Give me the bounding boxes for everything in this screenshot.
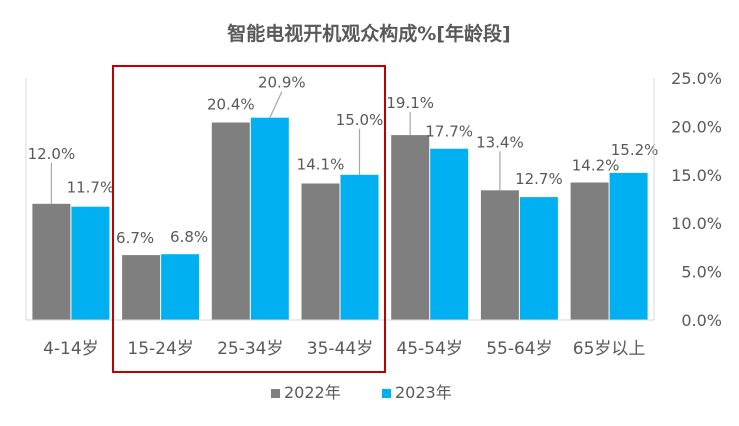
- data-label: 13.4%: [476, 133, 524, 151]
- data-label: 6.8%: [170, 228, 208, 246]
- bar-2022年-35-44岁: [301, 183, 340, 320]
- data-label: 20.9%: [258, 74, 306, 92]
- bar-2022年-15-24岁: [122, 255, 161, 320]
- data-label: 15.0%: [336, 111, 384, 129]
- x-tick-label: 35-44岁: [307, 339, 373, 359]
- bar-2022年-55-64岁: [480, 190, 519, 320]
- data-label: 12.0%: [28, 145, 76, 163]
- legend-swatch-2022: [271, 389, 280, 398]
- bar-2023年-55-64岁: [519, 197, 558, 320]
- bar-2023年-25-34岁: [250, 117, 289, 320]
- y-tick-label: 15.0%: [671, 166, 722, 185]
- bar-2023年-15-24岁: [161, 254, 200, 320]
- data-label: 11.7%: [67, 179, 115, 197]
- bar-2023年-65岁以上: [609, 172, 648, 320]
- x-tick-label: 15-24岁: [127, 339, 193, 359]
- data-label: 20.4%: [207, 96, 255, 114]
- data-label: 17.7%: [425, 123, 473, 141]
- legend-label-2022: 2022年: [284, 383, 341, 402]
- legend: 2022年 2023年: [271, 383, 452, 402]
- data-label: 19.1%: [386, 94, 434, 112]
- bar-2023年-35-44岁: [340, 174, 379, 320]
- legend-swatch-2023: [382, 389, 391, 398]
- data-label: 14.1%: [297, 156, 345, 174]
- bars-layer: [32, 117, 648, 320]
- x-axis-ticks: 4-14岁 15-24岁 25-34岁 35-44岁 45-54岁 55-64岁 65岁以上: [43, 339, 645, 359]
- chart-title: 智能电视开机观众构成%[年龄段]: [227, 22, 510, 45]
- y-tick-label: 10.0%: [671, 214, 722, 233]
- bar-2022年-65岁以上: [570, 182, 609, 320]
- highlight-box: [112, 65, 386, 373]
- x-tick-label: 65岁以上: [573, 339, 646, 359]
- y-tick-label: 25.0%: [671, 69, 722, 88]
- bar-2023年-4-14岁: [71, 206, 110, 320]
- x-tick-label: 4-14岁: [43, 339, 99, 359]
- leader-lines: [50, 91, 501, 204]
- legend-label-2023: 2023年: [395, 383, 452, 402]
- data-label: 14.2%: [572, 157, 620, 175]
- data-label: 12.7%: [515, 170, 563, 188]
- y-tick-label: 5.0%: [681, 263, 722, 282]
- bar-2022年-45-54岁: [391, 135, 430, 320]
- y-tick-label: 20.0%: [671, 117, 722, 136]
- data-labels: 12.0% 6.7% 20.4% 14.1% 19.1% 13.4% 14.2% 11.7% 6…: [28, 74, 659, 247]
- data-label: 6.7%: [116, 229, 154, 247]
- data-label: 15.2%: [611, 141, 659, 159]
- y-tick-label: 0.0%: [681, 311, 722, 330]
- leader-line: [269, 91, 283, 118]
- y-axis-ticks: 0.0% 5.0% 10.0% 15.0% 20.0% 25.0%: [671, 69, 722, 330]
- x-tick-label: 55-64岁: [486, 339, 552, 359]
- bar-2022年-4-14岁: [32, 203, 71, 320]
- bar-2023年-45-54岁: [430, 148, 469, 320]
- x-tick-label: 45-54岁: [396, 339, 462, 359]
- bar-2022年-25-34岁: [211, 122, 250, 320]
- x-tick-label: 25-34岁: [217, 339, 283, 359]
